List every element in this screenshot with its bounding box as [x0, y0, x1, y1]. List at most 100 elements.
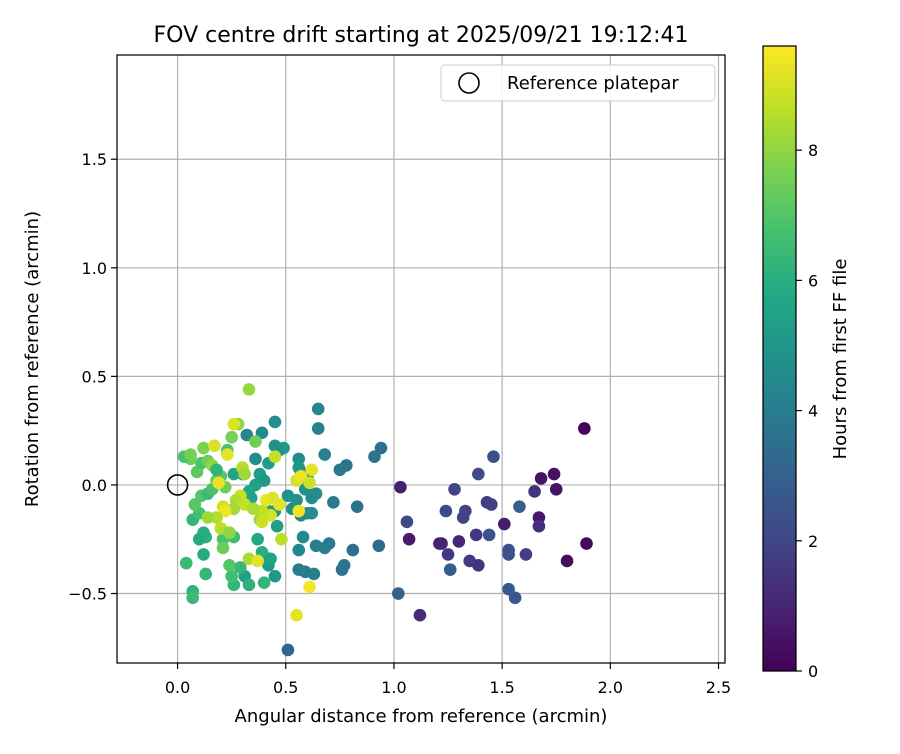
data-point — [197, 441, 210, 455]
y-tick-label: −0.5 — [68, 585, 107, 604]
data-point — [305, 506, 319, 520]
data-point — [448, 482, 461, 496]
data-point — [580, 537, 593, 550]
data-point — [350, 500, 364, 513]
data-point — [443, 563, 457, 576]
data-point — [192, 532, 206, 546]
data-point — [309, 539, 323, 553]
data-point — [534, 472, 548, 485]
data-point — [186, 591, 200, 605]
data-point — [223, 526, 236, 540]
colorbar-tick-label: 0 — [808, 662, 818, 681]
colorbar-tick-label: 4 — [808, 402, 818, 421]
legend-frame — [440, 64, 716, 102]
y-tick-label: 0.5 — [82, 367, 107, 386]
data-point — [528, 485, 541, 498]
data-point — [532, 511, 546, 524]
data-point — [251, 554, 264, 568]
x-tick-label: 1.5 — [489, 678, 514, 697]
data-point — [463, 554, 476, 568]
data-point — [197, 548, 210, 561]
data-point — [210, 511, 223, 524]
data-point — [201, 511, 215, 524]
data-point — [242, 383, 256, 396]
data-point — [309, 487, 323, 500]
data-point — [264, 552, 277, 566]
y-tick-label: 1.0 — [82, 259, 107, 278]
data-point — [249, 452, 262, 466]
x-tick-label: 0.5 — [273, 678, 298, 697]
data-point — [560, 554, 574, 568]
data-point — [188, 498, 202, 511]
data-point — [227, 417, 241, 431]
data-point — [268, 415, 282, 429]
data-point — [257, 576, 271, 589]
data-point — [368, 450, 381, 464]
x-tick-label: 1.0 — [381, 678, 406, 697]
data-point — [247, 502, 260, 516]
data-point — [303, 580, 316, 594]
colorbar-tick-label: 8 — [808, 141, 818, 160]
data-point — [439, 504, 453, 518]
data-point — [391, 587, 405, 600]
data-point — [242, 578, 256, 592]
data-point — [234, 561, 247, 574]
data-point — [322, 537, 336, 550]
colorbar-ticks: 0 2 4 6 8 — [796, 141, 818, 681]
data-point — [513, 500, 526, 513]
data-point — [400, 515, 414, 529]
data-point — [547, 467, 561, 481]
data-point — [413, 608, 427, 622]
data-point — [296, 530, 310, 544]
data-point — [290, 493, 303, 507]
data-point — [318, 448, 332, 461]
data-point — [333, 463, 347, 477]
data-point — [311, 422, 325, 435]
x-tick-label: 2.5 — [706, 678, 731, 697]
plot-frame — [116, 54, 726, 664]
data-point — [394, 480, 407, 494]
data-point — [311, 402, 325, 416]
data-point — [268, 439, 282, 453]
data-point — [238, 467, 251, 481]
reference-platepar-marker — [166, 474, 189, 496]
data-point — [459, 504, 472, 518]
data-point — [519, 548, 533, 561]
data-point — [292, 563, 306, 576]
data-point — [225, 430, 238, 444]
data-point — [472, 467, 485, 481]
data-point — [294, 469, 308, 483]
y-tick-label: 1.5 — [82, 150, 107, 169]
data-point — [532, 519, 546, 533]
data-point — [374, 441, 388, 455]
legend-open-circle-icon — [458, 72, 480, 94]
legend-box: Reference platepar — [440, 64, 716, 102]
data-point — [268, 450, 282, 464]
data-point — [292, 452, 306, 466]
data-point — [441, 548, 455, 561]
y-axis-label: Rotation from reference (arcmin) — [22, 211, 43, 507]
data-point — [210, 463, 223, 477]
data-point — [327, 496, 340, 509]
x-axis-label: Angular distance from reference (arcmin) — [235, 706, 608, 727]
x-axis-ticks: 0.0 0.5 1.0 1.5 2.0 2.5 — [165, 663, 731, 697]
data-point — [240, 428, 254, 442]
data-point — [179, 556, 193, 570]
colorbar-tick-label: 2 — [808, 532, 818, 551]
data-point — [199, 567, 213, 581]
data-point — [275, 532, 288, 546]
data-point — [452, 535, 466, 548]
data-point — [482, 528, 496, 542]
data-point — [221, 448, 234, 461]
colorbar-tick-label: 6 — [808, 271, 818, 290]
data-point — [502, 548, 515, 561]
data-point — [498, 517, 511, 531]
y-tick-label: 0.0 — [82, 476, 107, 495]
data-point — [578, 422, 591, 435]
data-point — [485, 498, 498, 511]
data-point — [469, 528, 483, 542]
data-point — [218, 504, 232, 518]
colorbar-label: Hours from first FF file — [830, 259, 851, 460]
